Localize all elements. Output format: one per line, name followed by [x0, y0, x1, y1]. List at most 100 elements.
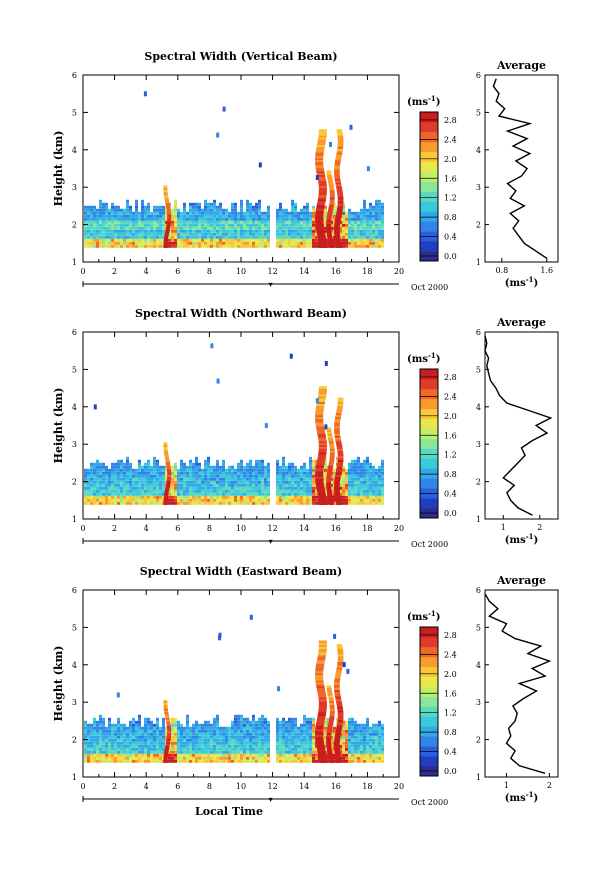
heatmap-cell	[249, 220, 252, 224]
heatmap-cell	[363, 759, 366, 763]
heatmap-cell	[234, 468, 237, 472]
heatmap-cell	[156, 720, 159, 724]
heatmap-cell	[204, 492, 207, 496]
heatmap-cell	[240, 714, 243, 718]
heatmap-cell	[240, 747, 243, 751]
heatmap-cell	[216, 753, 219, 757]
heatmap-cell	[351, 738, 354, 742]
heatmap-cell	[312, 235, 315, 239]
heatmap-cell	[210, 220, 213, 224]
plume-cell	[318, 760, 327, 763]
heatmap-cell	[267, 217, 270, 221]
heatmap-cell	[105, 753, 108, 757]
heatmap-cell	[279, 477, 282, 481]
heatmap-cell	[123, 474, 126, 478]
heatmap-cell	[261, 747, 264, 751]
heatmap-cell	[186, 747, 189, 751]
heatmap-cell	[129, 756, 132, 760]
heatmap-cell	[369, 741, 372, 745]
heatmap-cell	[339, 223, 342, 227]
heatmap-cell	[180, 729, 183, 733]
heatmap-cell	[234, 214, 237, 218]
heatmap-cell	[99, 241, 102, 245]
heatmap-cell	[162, 480, 165, 484]
heatmap-cell	[360, 214, 363, 218]
heatmap-cell	[132, 723, 135, 727]
heatmap-cell	[372, 474, 375, 478]
heatmap-cell	[114, 498, 117, 502]
heatmap-cell	[240, 232, 243, 236]
heatmap-cell	[189, 220, 192, 224]
heatmap-cell	[369, 462, 372, 466]
heatmap-cell	[381, 501, 384, 505]
heatmap-cell	[363, 489, 366, 493]
heatmap-cell	[300, 244, 303, 248]
heatmap-cell	[234, 753, 237, 757]
heatmap-cell	[153, 747, 156, 751]
heatmap-cell	[186, 471, 189, 475]
sparse-echo	[93, 404, 97, 410]
plume-cell	[318, 648, 327, 651]
heatmap-cell	[261, 723, 264, 727]
heatmap-cell	[111, 202, 114, 206]
heatmap-cell	[132, 729, 135, 733]
plume-cell	[318, 653, 326, 657]
heatmap-cell	[168, 747, 171, 751]
heatmap-cell	[210, 477, 213, 481]
plume-cell	[334, 487, 340, 490]
heatmap-cell	[150, 738, 153, 742]
plume-cell	[337, 200, 344, 204]
heatmap-cell	[108, 468, 111, 472]
heatmap-cell	[342, 726, 345, 730]
heatmap-cell	[303, 495, 306, 499]
heatmap-cell	[312, 489, 315, 493]
heatmap-cell	[216, 723, 219, 727]
heatmap-cell	[300, 735, 303, 739]
plume-cell	[315, 466, 324, 470]
heatmap-cell	[246, 501, 249, 505]
plume-cell	[163, 758, 168, 762]
heatmap-cell	[96, 483, 99, 487]
heatmap-cell	[348, 486, 351, 490]
heatmap-cell	[108, 717, 111, 721]
heatmap-cell	[168, 486, 171, 490]
heatmap-cell	[309, 235, 312, 239]
heatmap-cell	[240, 726, 243, 730]
heatmap-cell	[198, 738, 201, 742]
colorbar-swatch	[420, 448, 438, 459]
heatmap-cell	[348, 741, 351, 745]
heatmap-cell	[183, 738, 186, 742]
plume-cell	[337, 144, 344, 147]
heatmap-cell	[324, 211, 327, 215]
plume-cell	[337, 653, 344, 657]
heatmap-cell	[189, 747, 192, 751]
heatmap-cell	[195, 232, 198, 236]
heatmap-cell	[291, 211, 294, 215]
y-tick-label: 1	[72, 515, 77, 524]
heatmap-cell	[102, 229, 105, 233]
plume-cell	[167, 219, 172, 222]
heatmap-cell	[276, 238, 279, 242]
heatmap-cell	[255, 244, 258, 248]
heatmap-cell	[192, 468, 195, 472]
plume-cell	[334, 233, 340, 237]
heatmap-cell	[99, 732, 102, 736]
heatmap-cell	[216, 501, 219, 505]
heatmap-cell	[162, 474, 165, 478]
heatmap-cell	[360, 738, 363, 742]
heatmap-cell	[87, 759, 90, 763]
heatmap-cell	[153, 723, 156, 727]
heatmap-cell	[324, 214, 327, 218]
heatmap-cell	[375, 492, 378, 496]
heatmap-cell	[219, 468, 222, 472]
heatmap-cell	[171, 468, 174, 472]
heatmap-cell	[207, 208, 210, 212]
heatmap-cell	[147, 741, 150, 745]
heatmap-cell	[363, 474, 366, 478]
heatmap-cell	[129, 480, 132, 484]
heatmap-cell	[354, 238, 357, 242]
heatmap-cell	[324, 720, 327, 724]
heatmap-cell	[198, 223, 201, 227]
sparse-echo	[222, 106, 226, 112]
plume-cell	[163, 446, 168, 449]
